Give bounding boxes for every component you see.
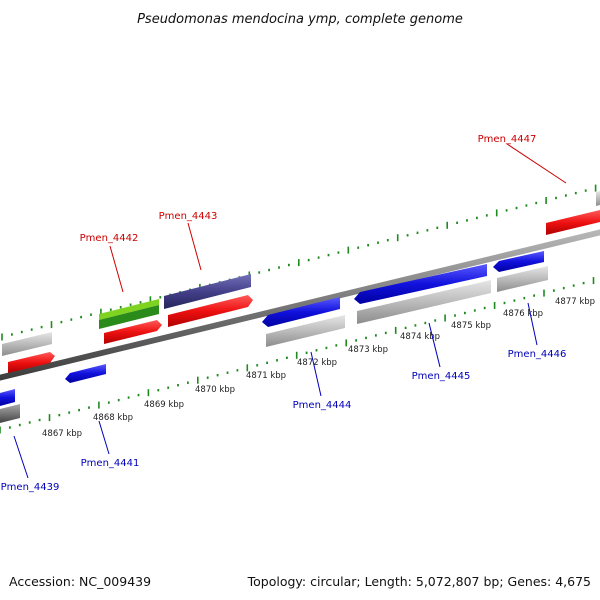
- kbp-label: 4875 kbp: [451, 321, 491, 331]
- gene-label-pmen-4444[interactable]: Pmen_4444: [293, 400, 352, 411]
- leader-line-pmen-4445: [428, 322, 441, 368]
- kbp-label: 4874 kbp: [400, 332, 440, 342]
- kbp-label: 4872 kbp: [297, 358, 337, 368]
- gene-feature-blue-pmen-4444[interactable]: [262, 297, 340, 327]
- leader-line-pmen-4444: [310, 351, 322, 397]
- map-title: Pseudomonas mendocina ymp, complete geno…: [137, 12, 463, 27]
- leader-line-pmen-4442: [109, 245, 124, 293]
- gene-label-pmen-4445[interactable]: Pmen_4445: [412, 371, 471, 382]
- accession-text: Accession: NC_009439: [9, 574, 151, 589]
- gene-feature-gray-pmen-4444[interactable]: [266, 315, 345, 347]
- kbp-label: 4877 kbp: [555, 297, 595, 307]
- gene-feature-darkgreen-pmen-4442[interactable]: [99, 305, 159, 329]
- gene-label-pmen-4441[interactable]: Pmen_4441: [81, 458, 140, 469]
- leader-line-pmen-4441: [98, 420, 110, 455]
- gene-feature-gray-right-edge[interactable]: [596, 191, 600, 206]
- kbp-label: 4876 kbp: [503, 309, 543, 319]
- gene-feature-red-left[interactable]: [8, 352, 55, 373]
- kbp-label: 4870 kbp: [195, 385, 235, 395]
- gene-feature-blue-pmen-4441[interactable]: [65, 364, 106, 383]
- gene-feature-gray-pmen-4446[interactable]: [497, 266, 548, 292]
- gene-label-pmen-4443[interactable]: Pmen_4443: [159, 211, 218, 222]
- kbp-label: 4873 kbp: [348, 345, 388, 355]
- kbp-label: 4869 kbp: [144, 400, 184, 410]
- gene-feature-blue-pmen-4446[interactable]: [493, 251, 544, 272]
- kbp-label: 4867 kbp: [42, 429, 82, 439]
- gene-feature-red-pmen-4443[interactable]: [168, 295, 253, 327]
- genome-backbone: [0, 229, 600, 381]
- gene-feature-red-pmen-4447[interactable]: [546, 210, 600, 235]
- gene-feature-purple-pmen-4443[interactable]: [164, 274, 251, 309]
- leader-line-pmen-4443: [187, 222, 202, 271]
- gene-label-pmen-4447[interactable]: Pmen_4447: [478, 134, 537, 145]
- genome-summary-text: Topology: circular; Length: 5,072,807 bp…: [247, 574, 591, 589]
- leader-line-pmen-4446: [527, 302, 538, 346]
- leader-line-pmen-4447: [506, 143, 567, 184]
- gene-feature-blue-left-edge[interactable]: [0, 389, 15, 406]
- kbp-label: 4871 kbp: [246, 371, 286, 381]
- gene-feature-gray-left[interactable]: [2, 332, 52, 356]
- reverse-tick-row: [0, 277, 595, 434]
- kbp-label: 4868 kbp: [93, 413, 133, 423]
- gene-feature-green-pmen-4442[interactable]: [99, 299, 159, 320]
- gene-feature-gray-pmen-4445[interactable]: [357, 280, 491, 324]
- leader-line-pmen-4439: [13, 435, 29, 479]
- gene-label-pmen-4442[interactable]: Pmen_4442: [80, 233, 139, 244]
- gene-label-pmen-4446[interactable]: Pmen_4446: [508, 349, 567, 360]
- gene-feature-red-pmen-4442[interactable]: [104, 320, 162, 344]
- gene-feature-blue-pmen-4445[interactable]: [354, 264, 487, 304]
- gene-label-pmen-4439[interactable]: Pmen_4439: [1, 482, 60, 493]
- gene-feature-darkgray-pmen-4439[interactable]: [0, 404, 20, 423]
